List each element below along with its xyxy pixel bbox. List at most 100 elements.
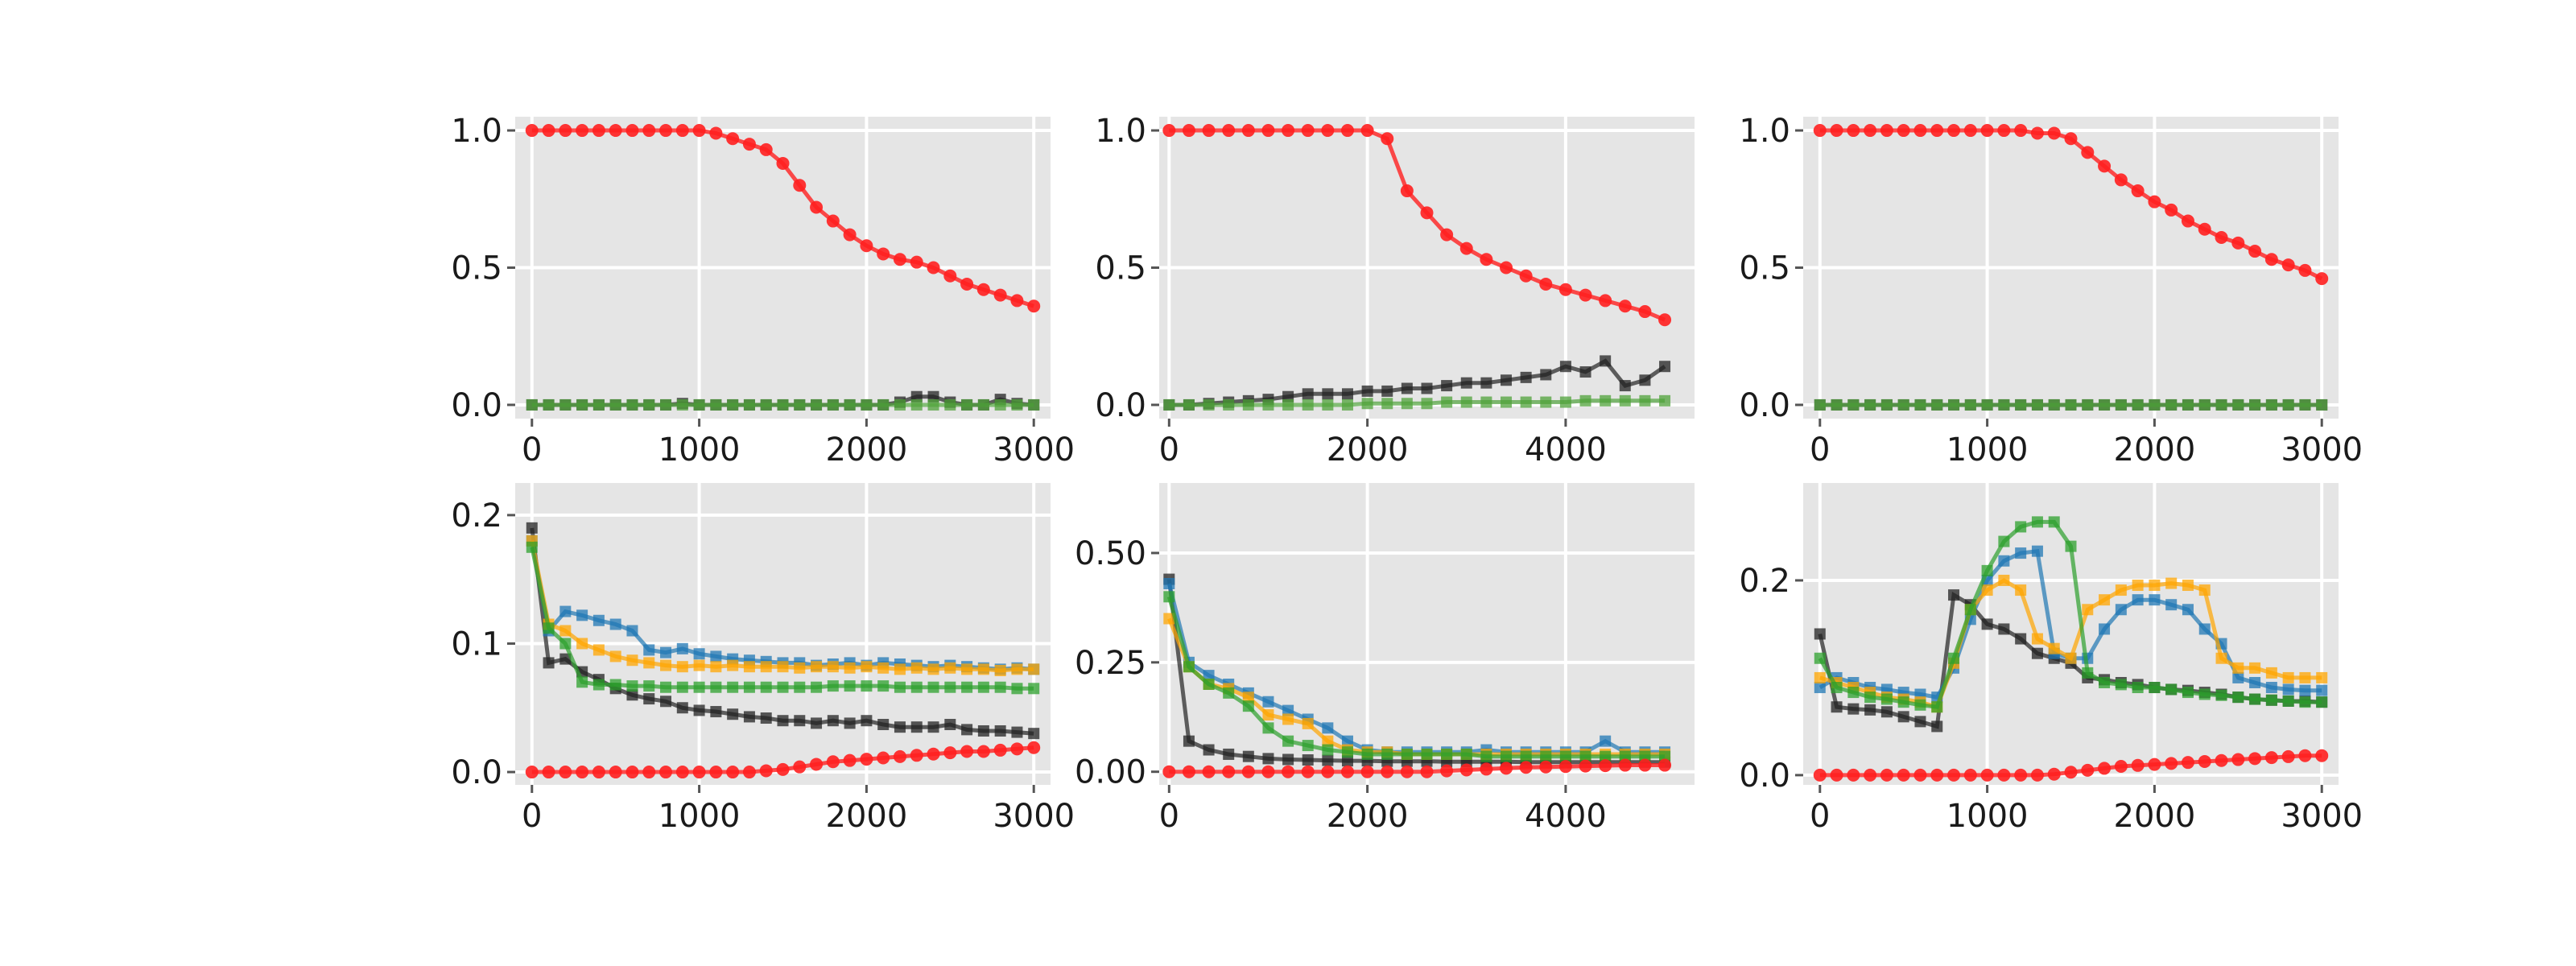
data-point <box>559 398 572 411</box>
data-point <box>1981 618 1993 630</box>
data-point <box>1520 750 1532 762</box>
data-point <box>910 749 923 762</box>
data-point <box>1997 768 2011 782</box>
data-point <box>1914 398 1926 411</box>
data-point <box>1341 746 1353 758</box>
data-point <box>2299 696 2311 708</box>
data-point <box>2015 584 2027 597</box>
data-point <box>1659 394 1671 407</box>
data-point <box>2131 184 2145 198</box>
data-point <box>592 679 605 691</box>
data-point <box>1203 744 1215 756</box>
chart-panel-5: 0 2000 4000 0.00 0.25 0.50 <box>1075 483 1695 835</box>
data-point <box>944 662 956 674</box>
data-point <box>1262 398 1274 411</box>
data-point <box>1981 584 1993 597</box>
data-point <box>2281 258 2295 272</box>
data-point <box>2316 671 2328 683</box>
data-point <box>2114 760 2128 774</box>
data-point <box>727 398 739 411</box>
data-point <box>2231 236 2245 250</box>
data-point <box>693 648 705 660</box>
x-tick-label: 3000 <box>993 798 1075 835</box>
data-point <box>643 693 655 705</box>
data-point <box>1930 124 1944 138</box>
data-point <box>1282 753 1294 766</box>
data-point <box>1182 765 1195 778</box>
data-point <box>2316 696 2328 708</box>
data-point <box>1619 380 1631 392</box>
data-point <box>1222 765 1236 778</box>
data-point <box>1658 313 1672 327</box>
y-tick-label: 0.0 <box>451 754 502 791</box>
data-point <box>2031 545 2043 557</box>
data-point <box>2031 647 2043 659</box>
data-point <box>659 124 673 138</box>
data-point <box>1401 398 1413 410</box>
data-point <box>1558 283 1572 296</box>
data-point <box>743 398 755 411</box>
data-point <box>811 717 823 729</box>
x-tick-label: 2000 <box>2114 798 2196 835</box>
data-point <box>1814 682 1826 694</box>
data-point <box>777 715 789 727</box>
x-tick-label: 1000 <box>1946 431 2029 469</box>
data-point <box>994 724 1006 737</box>
chart-panel-6: 0 1000 2000 3000 0.0 0.2 <box>1739 483 2363 835</box>
data-point <box>1381 748 1393 760</box>
data-point <box>559 124 572 138</box>
data-point <box>2099 594 2111 606</box>
data-point <box>1558 760 1572 774</box>
data-point <box>1897 398 1909 411</box>
data-point <box>1322 744 1334 756</box>
data-point <box>676 661 688 673</box>
x-tick-label: 1000 <box>658 798 741 835</box>
data-point <box>1618 758 1632 772</box>
data-point <box>1203 670 1215 682</box>
data-point <box>944 681 956 693</box>
data-point <box>1600 394 1612 407</box>
data-point <box>1302 717 1314 729</box>
data-point <box>994 398 1006 411</box>
x-tick-label: 2000 <box>826 798 908 835</box>
data-point <box>1223 687 1235 699</box>
data-point <box>2132 682 2144 694</box>
data-point <box>977 663 989 675</box>
data-point <box>2065 652 2077 664</box>
data-point <box>626 680 638 692</box>
data-point <box>2198 754 2211 768</box>
data-point <box>2030 126 2044 140</box>
data-point <box>1998 398 2010 411</box>
data-point <box>1539 760 1553 774</box>
data-point <box>660 696 672 708</box>
data-point <box>1998 574 2010 586</box>
data-point <box>1980 124 1994 138</box>
data-point <box>1421 382 1433 394</box>
data-point <box>1163 613 1175 625</box>
data-point <box>877 719 890 730</box>
data-point <box>1480 750 1492 762</box>
series-layer <box>525 124 1041 411</box>
data-point <box>1897 711 1909 723</box>
data-point <box>1341 735 1353 747</box>
data-point <box>2232 671 2244 683</box>
data-point <box>526 398 538 411</box>
data-point <box>1501 750 1513 762</box>
data-point <box>2014 124 2028 138</box>
data-point <box>1282 735 1294 747</box>
data-point <box>1948 589 1960 601</box>
data-point <box>910 662 923 674</box>
data-point <box>1460 396 1472 408</box>
data-point <box>609 650 621 663</box>
data-point <box>693 659 705 671</box>
data-point <box>1813 124 1827 138</box>
data-point <box>861 715 873 727</box>
data-point <box>2015 547 2027 559</box>
data-point <box>1440 228 1454 242</box>
data-point <box>2047 126 2061 140</box>
data-point <box>976 283 990 296</box>
data-point <box>2182 687 2194 699</box>
data-point <box>1202 124 1216 138</box>
data-point <box>2165 577 2178 589</box>
data-point <box>1914 699 1926 711</box>
